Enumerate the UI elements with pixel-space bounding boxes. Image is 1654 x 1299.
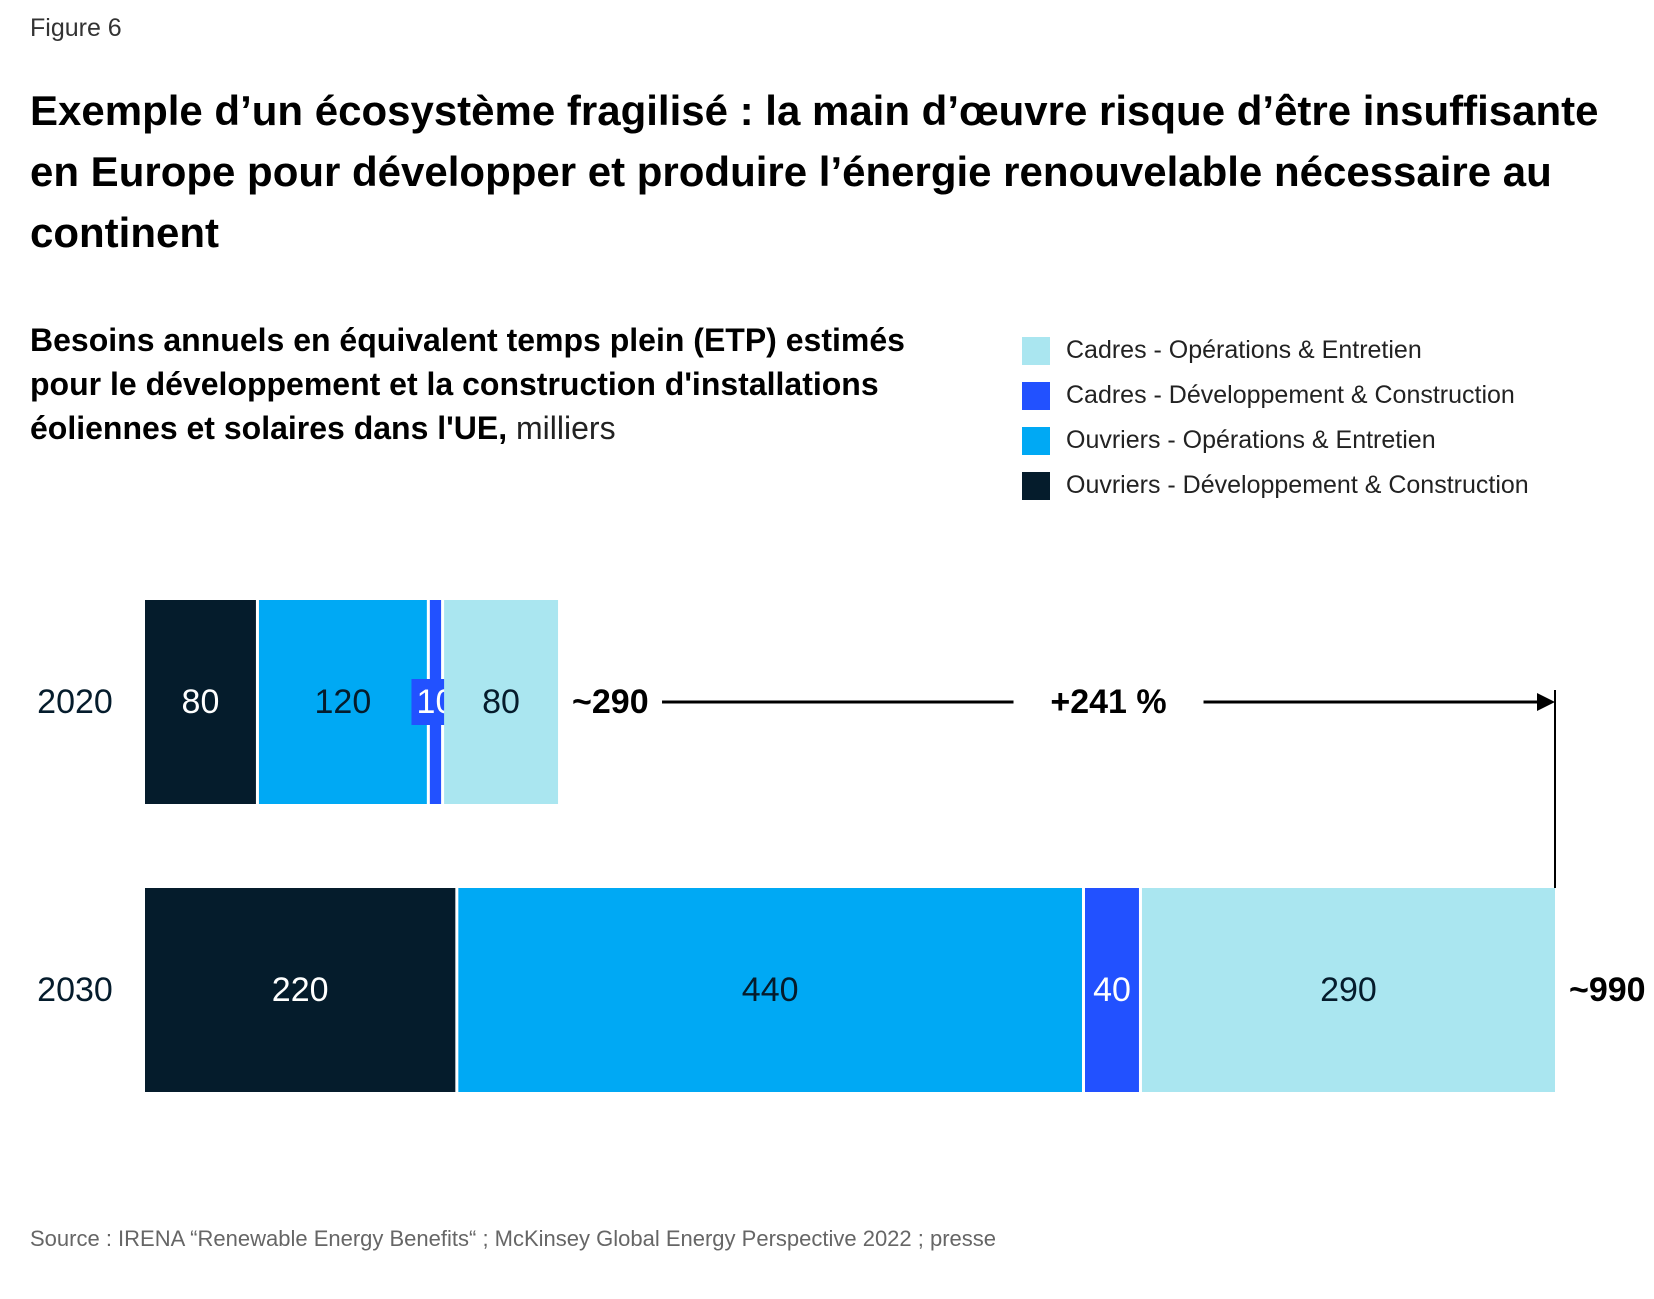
- category-label: 2020: [37, 683, 113, 721]
- legend-item: Cadres - Opérations & Entretien: [1022, 328, 1529, 373]
- bar-value-label: 40: [1093, 971, 1131, 1009]
- legend-item: Ouvriers - Développement & Construction: [1022, 463, 1529, 508]
- legend-label: Cadres - Opérations & Entretien: [1066, 336, 1422, 364]
- legend-swatch: [1022, 381, 1050, 410]
- bar-value-label: 80: [182, 683, 220, 721]
- legend-swatch: [1022, 426, 1050, 455]
- bar-segment: [458, 888, 1082, 1092]
- bar-value-label: 440: [742, 971, 799, 1009]
- legend-swatch: [1022, 471, 1050, 500]
- subtitle-unit: milliers: [507, 410, 616, 446]
- bar-segment: [1085, 888, 1139, 1092]
- bar-segment: [258, 600, 427, 804]
- bar-value-label: 80: [482, 683, 520, 721]
- bar-segment: [145, 600, 256, 804]
- bar-segment: [444, 600, 559, 804]
- bar-value-label: 220: [272, 971, 329, 1009]
- subtitle-main: Besoins annuels en équivalent temps plei…: [30, 322, 905, 446]
- arrow-head: [1537, 693, 1555, 711]
- bar-value-label: 120: [315, 683, 372, 721]
- bar-segment: [145, 888, 456, 1092]
- source-note: Source : IRENA “Renewable Energy Benefit…: [30, 1226, 997, 1251]
- category-label: 2030: [37, 971, 113, 1009]
- chart-title: Exemple d’un écosystème fragilisé : la m…: [30, 87, 1599, 256]
- legend-item: Ouvriers - Opérations & Entretien: [1022, 418, 1529, 463]
- legend-label: Cadres - Développement & Construction: [1066, 381, 1515, 409]
- chart-legend: Cadres - Opérations & Entretien Cadres - …: [1022, 328, 1529, 508]
- legend-label: Ouvriers - Développement & Construction: [1066, 471, 1529, 499]
- figure-label: Figure 6: [30, 14, 122, 42]
- bar-value-label: 290: [1320, 971, 1377, 1009]
- legend-item: Cadres - Développement & Construction: [1022, 373, 1529, 418]
- legend-label: Ouvriers - Opérations & Entretien: [1066, 426, 1436, 454]
- growth-label: +241 %: [1050, 683, 1166, 721]
- total-label: ~990: [1569, 971, 1646, 1009]
- chart-subtitle: Besoins annuels en équivalent temps plei…: [30, 318, 950, 450]
- total-label: ~290: [572, 683, 649, 721]
- bar-segment: [1141, 888, 1555, 1092]
- legend-swatch: [1022, 336, 1050, 365]
